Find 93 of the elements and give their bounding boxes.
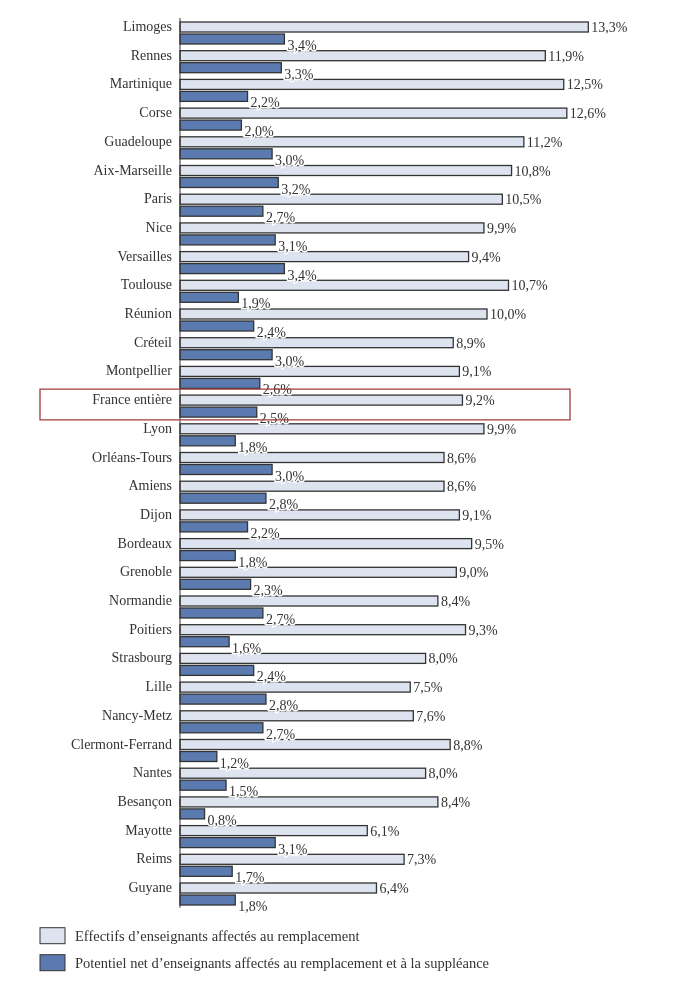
data-label: 9,5%: [474, 536, 505, 552]
y-tick-label: Lyon: [143, 420, 172, 436]
y-tick-label: Nice: [145, 219, 172, 235]
data-label: 3,1%: [278, 238, 308, 254]
data-label: 1,7%: [235, 870, 265, 886]
data-label: 2,0%: [244, 124, 274, 140]
data-label: 8,4%: [440, 594, 471, 609]
y-tick-label: Nantes: [133, 765, 172, 781]
data-label: 9,9%: [486, 421, 517, 437]
y-tick-label: Limoges: [123, 19, 172, 34]
data-label: 2,7%: [265, 726, 296, 742]
y-tick-label: Bordeaux: [117, 535, 172, 551]
data-label: 8,0%: [428, 766, 459, 782]
y-tick-label: Corse: [139, 105, 172, 121]
data-label: 0,8%: [207, 812, 238, 828]
data-label: 11,2%: [526, 134, 563, 150]
y-tick-label: Créteil: [133, 334, 173, 350]
data-label: 8,8%: [453, 737, 483, 753]
data-label: 10,0%: [490, 307, 527, 322]
y-tick-label: Nancy-Metz: [102, 707, 172, 723]
data-label: 8,6%: [447, 479, 477, 495]
y-tick-label: Strasbourg: [111, 650, 172, 666]
y-tick-label: Versailles: [117, 248, 172, 264]
data-label: 6,4%: [379, 881, 409, 896]
data-label: 3,1%: [278, 841, 308, 857]
y-tick-label: Guadeloupe: [104, 133, 172, 149]
data-label: 8,4%: [440, 794, 471, 810]
data-label: 2,4%: [256, 325, 287, 340]
data-label: 3,4%: [287, 267, 317, 283]
data-label: 3,3%: [284, 66, 314, 82]
data-label: 1,5%: [229, 784, 259, 800]
y-tick-label: Mayotte: [125, 822, 172, 838]
legend-label: Potentiel net d’enseignants affectés au remplacement et à la suppléance: [75, 954, 490, 971]
legend-label: Effectifs d’enseignants affectés au remplacement: [75, 927, 360, 944]
data-label: 3,2%: [281, 181, 311, 197]
data-label: 2,2%: [250, 95, 281, 111]
y-tick-label: Orléans-Tours: [92, 449, 172, 465]
y-tick-label: Paris: [144, 191, 172, 207]
data-label: 10,7%: [511, 278, 548, 294]
data-label: 2,8%: [268, 497, 299, 513]
y-tick-label: Montpellier: [105, 363, 173, 379]
data-label: 12,5%: [566, 77, 604, 93]
data-label: 9,1%: [462, 507, 492, 523]
data-label: 7,6%: [416, 708, 446, 724]
y-tick-label: France entière: [92, 392, 172, 408]
data-label: 9,0%: [459, 565, 489, 581]
data-label: 9,4%: [471, 249, 502, 265]
data-label: 1,8%: [238, 899, 268, 914]
y-tick-label: Réunion: [124, 306, 172, 321]
y-tick-label: Aix-Marseille: [93, 162, 172, 178]
y-tick-label: Dijon: [140, 506, 172, 522]
y-tick-label: Guyane: [128, 880, 172, 895]
y-tick-label: Reims: [136, 851, 172, 867]
y-tick-label: Besançon: [117, 793, 172, 809]
data-label: 1,8%: [238, 439, 268, 455]
data-label: 2,2%: [250, 525, 281, 541]
data-label: 9,9%: [486, 220, 517, 236]
data-label: 11,9%: [548, 48, 585, 64]
y-tick-label: Toulouse: [120, 277, 172, 293]
data-label: 1,8%: [238, 554, 268, 570]
data-label: 7,5%: [413, 680, 443, 696]
y-tick-label: Lille: [145, 679, 172, 695]
data-label: 13,3%: [591, 20, 628, 35]
data-label: 9,1%: [462, 364, 492, 380]
data-label: 1,2%: [219, 755, 250, 771]
data-label: 8,6%: [447, 450, 477, 466]
y-tick-label: Poitiers: [129, 621, 172, 637]
y-tick-label: Normandie: [109, 593, 172, 608]
data-label: 8,0%: [428, 651, 459, 667]
data-label: 9,2%: [465, 393, 495, 409]
data-label: 8,9%: [456, 335, 486, 351]
data-label: 6,1%: [370, 823, 400, 839]
y-tick-label: Clermont-Ferrand: [70, 736, 172, 752]
data-label: 1,6%: [232, 640, 262, 656]
data-label: 2,7%: [265, 210, 296, 226]
data-label: 2,8%: [268, 698, 299, 714]
data-label: 10,8%: [514, 163, 552, 179]
data-label: 7,3%: [407, 852, 437, 868]
y-tick-label: Amiens: [128, 478, 172, 494]
data-label: 3,0%: [275, 152, 305, 168]
data-label: 10,5%: [505, 192, 542, 208]
data-label: 9,3%: [468, 622, 499, 638]
y-tick-label: Rennes: [130, 47, 172, 63]
data-label: 3,0%: [275, 468, 305, 484]
data-label: 2,7%: [265, 612, 296, 627]
y-tick-label: Grenoble: [119, 564, 172, 580]
data-label: 3,4%: [287, 38, 317, 53]
data-label: 2,4%: [256, 669, 287, 685]
data-label: 12,6%: [569, 106, 607, 122]
data-label: 2,3%: [253, 583, 284, 599]
y-tick-label: Martinique: [109, 76, 172, 92]
data-label: 3,0%: [275, 353, 305, 369]
data-label: 1,9%: [241, 296, 271, 312]
